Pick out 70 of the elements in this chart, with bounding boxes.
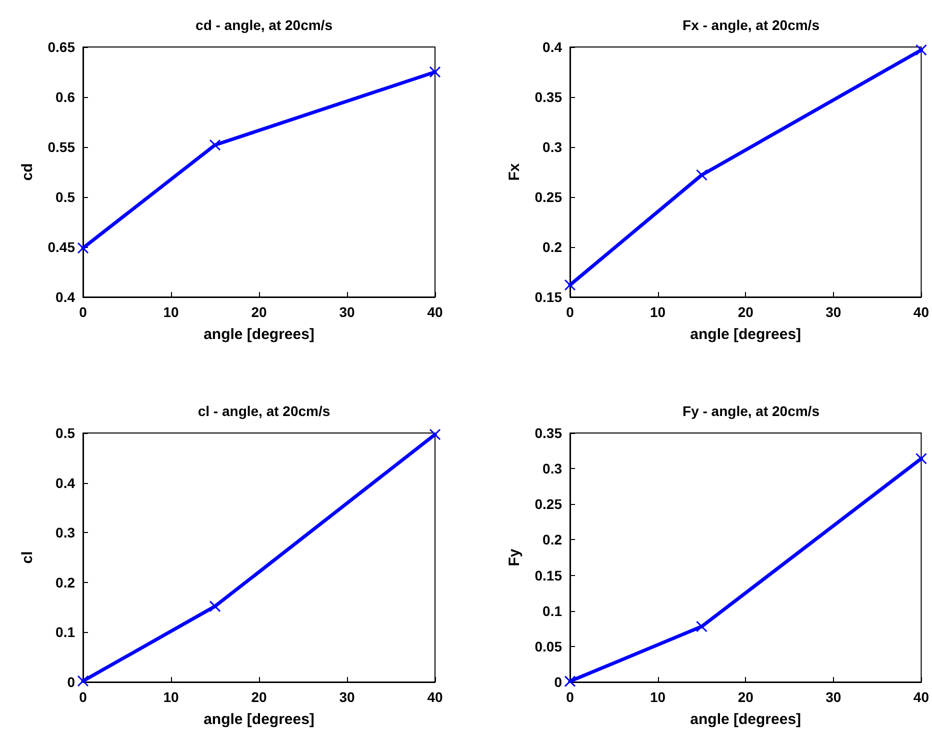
y-tick-label: 0.1 [542,602,562,619]
point [915,44,927,56]
x-tick-label: 0 [79,304,88,320]
y-tick-label: 0.45 [48,239,76,255]
x-tick-label: 0 [566,304,574,320]
y-axis-title: Fx [506,162,523,181]
x-tick-label: 0 [566,689,574,705]
y-tick-label: 0.3 [56,524,76,541]
chart-title: Fy - angle, at 20cm/s [682,403,820,419]
point [77,242,89,254]
x-tick-label: 20 [738,689,754,705]
y-tick-label: 0.15 [534,567,562,584]
x-axis-title: angle [degrees] [204,326,314,343]
x-tick-label: 40 [913,689,930,705]
point [429,66,441,78]
y-axis-title: cl [19,551,36,564]
x-tick-label: 0 [79,689,88,705]
y-axis-title: cd [19,163,36,181]
y-tick-label: 0.2 [56,574,76,590]
y-tick-label: 0.4 [56,474,76,491]
y-tick-label: 0.05 [534,638,562,654]
y-tick-label: 0.2 [542,239,562,255]
y-tick-label: 0.35 [534,89,562,105]
y-tick-label: 0.3 [542,139,562,155]
point [564,279,576,291]
y-tick-label: 0.6 [56,89,76,105]
point [696,169,708,181]
y-tick-label: 0 [554,674,562,690]
x-tick-label: 40 [913,304,930,320]
y-tick-label: 0.2 [542,532,562,548]
x-tick-label: 40 [427,304,443,320]
x-tick-label: 10 [650,304,666,320]
x-tick-label: 30 [826,304,842,320]
y-tick-label: 0.15 [534,289,562,305]
y-tick-label: 0.3 [542,460,562,477]
point [209,600,221,612]
y-tick-label: 0.25 [534,189,562,205]
point [564,676,576,688]
point [915,452,927,464]
x-axis-title: angle [degrees] [690,711,802,728]
point [429,428,441,440]
x-tick-label: 40 [427,689,443,705]
y-tick-label: 0.1 [56,624,76,640]
y-tick-label: 0.65 [48,39,76,55]
point [209,139,221,151]
x-axis-title: angle [degrees] [204,711,314,728]
x-axis-title: angle [degrees] [690,326,802,343]
point [696,620,708,632]
y-axis-title: Fy [506,548,523,566]
x-tick-label: 10 [163,689,179,705]
y-tick-label: 0.35 [534,425,562,441]
y-tick-label: 0.4 [542,39,562,55]
y-tick-label: 0 [67,674,76,690]
x-tick-label: 30 [339,689,355,705]
x-tick-label: 20 [738,304,754,320]
y-tick-label: 0.55 [48,139,76,155]
y-tick-label: 0.5 [56,425,76,441]
x-tick-label: 20 [251,689,267,705]
y-tick-label: 0.5 [56,189,76,205]
x-tick-label: 30 [339,304,355,320]
chart-title: cl - angle, at 20cm/s [198,403,330,419]
point [77,675,89,687]
x-tick-label: 10 [163,304,179,320]
chart-title: Fx - angle, at 20cm/s [682,17,820,33]
chart-title: cd - angle, at 20cm/s [196,17,333,33]
x-tick-label: 30 [826,689,842,705]
y-tick-label: 0.25 [534,496,562,512]
x-tick-label: 10 [650,689,666,705]
y-tick-label: 0.4 [56,289,76,305]
x-tick-label: 20 [251,304,267,320]
